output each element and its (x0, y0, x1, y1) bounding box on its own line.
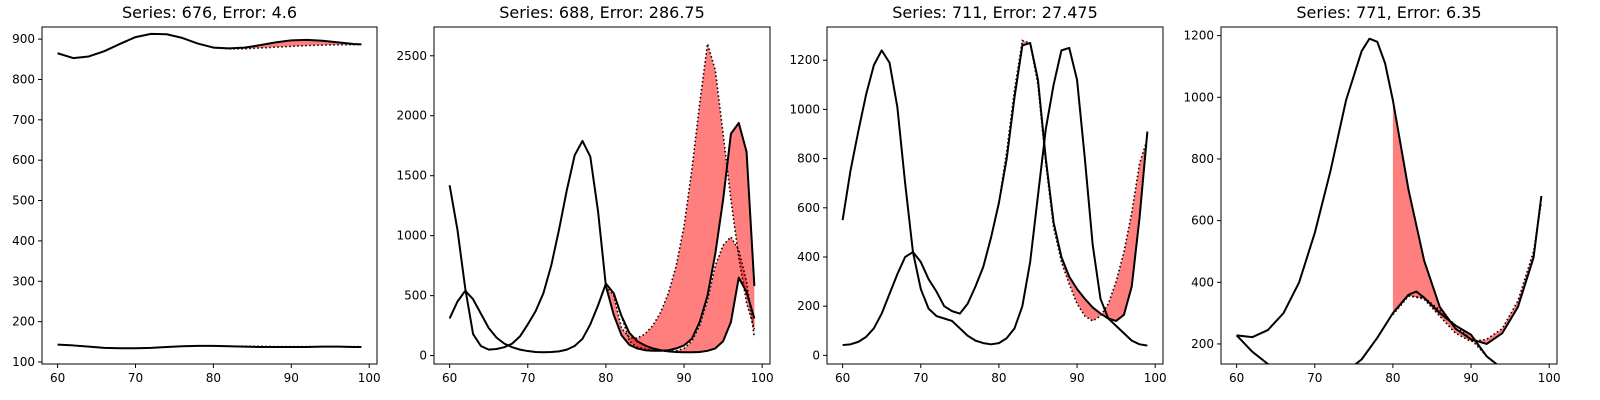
x-tick-label: 100 (358, 371, 381, 385)
y-tick-label: 0 (812, 348, 820, 362)
y-tick-label: 700 (12, 113, 35, 127)
y-tick-label: 1000 (789, 102, 820, 116)
error-fill-area (1392, 100, 1542, 344)
chart-title: Series: 711, Error: 27.475 (892, 3, 1098, 22)
plot-area (1235, 37, 1543, 364)
y-tick-label: 400 (797, 250, 820, 264)
x-tick-label: 90 (1463, 371, 1478, 385)
y-tick-label: 300 (12, 274, 35, 288)
actual-series-line (448, 276, 756, 354)
actual-series-line (1236, 37, 1543, 345)
x-tick-label: 80 (206, 371, 221, 385)
x-tick-label: 60 (835, 371, 850, 385)
y-tick-label: 400 (1191, 275, 1214, 289)
predicted-series-line (998, 39, 1149, 322)
y-tick-label: 800 (797, 152, 820, 166)
y-tick-label: 1000 (396, 229, 427, 243)
x-tick-label: 80 (1385, 371, 1400, 385)
axes-frame (1220, 26, 1558, 365)
x-tick-label: 70 (1307, 371, 1322, 385)
chart-title: Series: 676, Error: 4.6 (122, 3, 297, 22)
y-tick-label: 200 (12, 315, 35, 329)
x-tick-label: 60 (1229, 371, 1244, 385)
y-tick-label: 500 (12, 194, 35, 208)
y-tick-label: 1200 (1183, 29, 1214, 43)
y-tick-label: 100 (12, 355, 35, 369)
chart-panel-4: 60 70 80 90 100 200 400 600 800 1000 1200 Series: 7… (1183, 3, 1560, 385)
plot-area (57, 32, 362, 350)
error-fill-area (213, 39, 362, 49)
y-tick-label: 800 (1191, 152, 1214, 166)
x-tick-label: 100 (1144, 371, 1167, 385)
y-tick-label: 200 (1191, 337, 1214, 351)
error-fill-area (605, 43, 755, 351)
x-tick-label: 100 (751, 371, 774, 385)
axes-frame (433, 26, 771, 365)
x-tick-label: 90 (1069, 371, 1084, 385)
y-tick-label: 600 (797, 201, 820, 215)
x-tick-label: 70 (913, 371, 928, 385)
y-tick-label: 600 (12, 153, 35, 167)
actual-series-line (57, 32, 362, 60)
y-tick-label: 600 (1191, 214, 1214, 228)
x-tick-label: 70 (128, 371, 143, 385)
axes-frame (826, 26, 1164, 365)
axes-frame (41, 26, 378, 365)
actual-series-line (842, 41, 1149, 347)
x-tick-label: 90 (284, 371, 299, 385)
x-tick-label: 60 (50, 371, 65, 385)
x-tick-label: 100 (1538, 371, 1561, 385)
x-tick-label: 90 (676, 371, 691, 385)
plot-area (841, 39, 1149, 347)
chart-panel-3: 60 70 80 90 100020040060080010001200Series: … (789, 3, 1166, 385)
y-tick-label: 2500 (396, 49, 427, 63)
y-tick-label: 1500 (396, 169, 427, 183)
chart-panel-1: 60 70 80 90 100 100 200 300 400 500 600 700 800 900 Se… (12, 3, 381, 385)
y-tick-label: 800 (12, 72, 35, 86)
y-tick-label: 1000 (1183, 90, 1214, 104)
x-tick-label: 60 (442, 371, 457, 385)
actual-series-line (448, 121, 756, 352)
y-tick-label: 400 (12, 234, 35, 248)
y-tick-label: 500 (404, 289, 427, 303)
error-fill-area (605, 236, 755, 353)
y-tick-label: 200 (797, 299, 820, 313)
plot-area (448, 43, 756, 354)
y-tick-label: 900 (12, 32, 35, 46)
x-tick-label: 80 (598, 371, 613, 385)
y-tick-label: 2000 (396, 109, 427, 123)
chart-title: Series: 688, Error: 286.75 (499, 3, 705, 22)
chart-title: Series: 771, Error: 6.35 (1296, 3, 1481, 22)
x-tick-label: 80 (991, 371, 1006, 385)
actual-series-line (57, 343, 362, 350)
x-tick-label: 70 (520, 371, 535, 385)
y-tick-label: 1200 (789, 53, 820, 67)
actual-series-line (841, 46, 1148, 347)
y-tick-label: 0 (419, 349, 427, 363)
predicted-series-line (605, 235, 756, 353)
error-fill-area (998, 40, 1148, 321)
